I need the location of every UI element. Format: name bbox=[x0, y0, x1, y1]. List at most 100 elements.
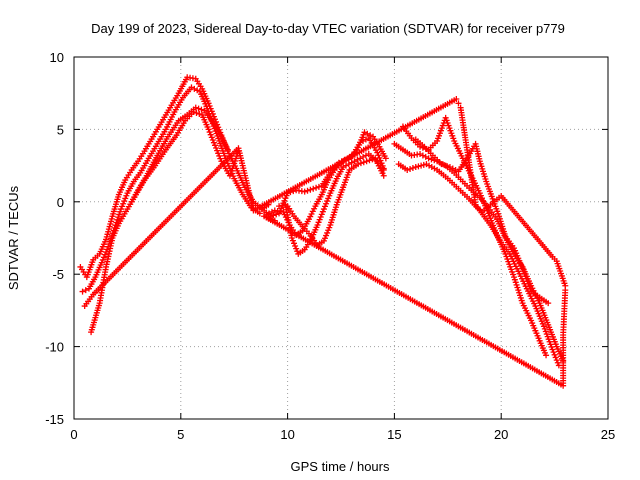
data-point bbox=[313, 184, 320, 191]
y-tick-label: -10 bbox=[45, 340, 64, 355]
data-point bbox=[224, 146, 231, 153]
data-point bbox=[325, 195, 332, 202]
data-point bbox=[550, 349, 557, 356]
x-tick-label: 25 bbox=[601, 427, 615, 442]
data-point bbox=[121, 198, 128, 205]
data-point bbox=[444, 163, 451, 170]
plot-frame bbox=[73, 56, 609, 420]
data-point bbox=[209, 137, 216, 144]
data-point bbox=[215, 150, 222, 157]
data-point bbox=[453, 95, 460, 102]
data-point bbox=[269, 216, 276, 223]
data-point bbox=[321, 235, 328, 242]
data-point bbox=[256, 210, 263, 217]
x-axis: 0 5 10 15 20 25 bbox=[70, 57, 615, 442]
data-point bbox=[216, 152, 223, 159]
data-point bbox=[206, 129, 213, 136]
data-point bbox=[319, 208, 326, 215]
data-point bbox=[325, 227, 332, 234]
x-tick-label: 0 bbox=[70, 427, 77, 442]
data-point bbox=[292, 242, 299, 249]
data-point bbox=[420, 161, 427, 168]
data-point bbox=[316, 216, 323, 223]
data-point bbox=[374, 149, 381, 156]
data-point bbox=[114, 216, 121, 223]
data-point bbox=[208, 134, 215, 141]
data-point bbox=[261, 213, 268, 220]
data-point bbox=[326, 192, 333, 199]
y-tick-label: 10 bbox=[50, 50, 64, 65]
data-point bbox=[438, 161, 445, 168]
data-point bbox=[117, 206, 124, 213]
data-point bbox=[214, 147, 221, 154]
series-arc-11 bbox=[399, 114, 550, 359]
data-point bbox=[455, 100, 462, 107]
data-point bbox=[326, 224, 333, 231]
series-stray bbox=[81, 95, 569, 389]
data-point bbox=[99, 256, 106, 263]
data-point bbox=[321, 203, 328, 210]
data-point bbox=[357, 160, 364, 167]
data-point bbox=[196, 110, 203, 117]
data-point bbox=[549, 346, 556, 353]
data-point bbox=[545, 300, 552, 307]
data-point bbox=[210, 139, 217, 146]
data-point bbox=[122, 195, 129, 202]
data-point bbox=[380, 172, 387, 179]
data-point bbox=[425, 155, 432, 162]
data-point bbox=[428, 156, 435, 163]
data-point bbox=[271, 217, 278, 224]
data-point bbox=[375, 152, 382, 159]
data-point bbox=[366, 157, 373, 164]
data-point bbox=[217, 155, 224, 162]
y-tick-label: 0 bbox=[57, 195, 64, 210]
data-point bbox=[315, 219, 322, 226]
x-tick-label: 20 bbox=[494, 427, 508, 442]
data-point bbox=[193, 109, 200, 116]
data-point bbox=[279, 202, 286, 209]
data-point bbox=[310, 185, 317, 192]
data-point bbox=[294, 248, 301, 255]
chart-title: Day 199 of 2023, Sidereal Day-to-day VTE… bbox=[91, 21, 565, 36]
data-point bbox=[115, 214, 122, 221]
series-arc-12 bbox=[412, 136, 552, 307]
data-point bbox=[116, 211, 123, 218]
data-point bbox=[205, 126, 212, 133]
data-point bbox=[192, 104, 199, 111]
data-point bbox=[288, 235, 295, 241]
data-point bbox=[360, 159, 367, 166]
data-point bbox=[291, 240, 298, 247]
data-point bbox=[441, 162, 448, 169]
data-point bbox=[323, 232, 330, 239]
data-point bbox=[318, 211, 325, 218]
data-point bbox=[551, 351, 558, 358]
data-point bbox=[554, 359, 561, 366]
data-point bbox=[323, 200, 330, 207]
data-point bbox=[195, 105, 202, 112]
data-point bbox=[407, 165, 414, 172]
data-point bbox=[324, 198, 331, 205]
data-point bbox=[82, 287, 89, 294]
series-arc-8 bbox=[284, 155, 387, 249]
data-point bbox=[324, 229, 331, 236]
data-point bbox=[270, 212, 277, 219]
data-point bbox=[266, 215, 273, 222]
series-arc-4 bbox=[128, 104, 231, 205]
data-point bbox=[120, 200, 127, 207]
data-point bbox=[304, 187, 311, 194]
y-axis: 10 5 0 -5 -10 -15 bbox=[45, 50, 608, 427]
data-point bbox=[320, 237, 327, 244]
data-point bbox=[79, 288, 86, 295]
data-point bbox=[211, 142, 218, 149]
data-point bbox=[276, 203, 283, 210]
y-tick-label: 5 bbox=[57, 122, 64, 137]
data-point bbox=[301, 188, 308, 195]
y-tick-label: -5 bbox=[52, 267, 64, 282]
data-point bbox=[552, 354, 559, 361]
data-point bbox=[369, 156, 376, 163]
series-arc-2 bbox=[79, 84, 263, 295]
data-point bbox=[289, 237, 296, 244]
data-point bbox=[207, 131, 214, 138]
